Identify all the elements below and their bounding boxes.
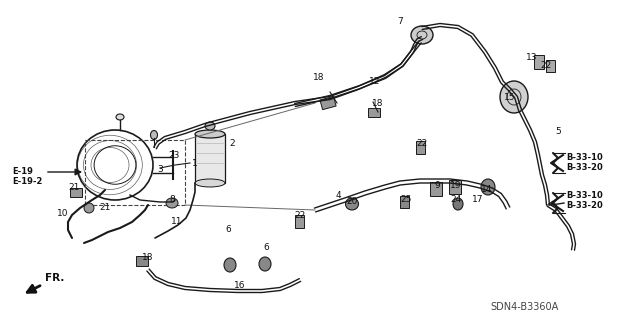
Bar [430,182,442,196]
Text: 10: 10 [57,209,68,218]
Text: 18: 18 [372,99,384,108]
Text: 12: 12 [369,78,381,86]
Ellipse shape [500,81,528,113]
Text: 14: 14 [481,184,493,194]
Text: 23: 23 [168,151,180,160]
Text: 21: 21 [68,183,80,192]
Text: 19: 19 [451,181,461,189]
Bar [195,134,225,183]
Text: 2: 2 [229,138,235,147]
Bar [295,215,304,228]
Text: 4: 4 [335,191,341,201]
Bar [136,256,148,266]
Text: 3: 3 [157,166,163,174]
Text: 22: 22 [294,211,306,220]
Bar [534,55,544,69]
Ellipse shape [453,198,463,210]
Text: 15: 15 [504,93,516,102]
Text: 6: 6 [263,243,269,253]
Text: B-33-10: B-33-10 [566,153,603,162]
Text: 9: 9 [434,182,440,190]
Bar [70,188,82,197]
Ellipse shape [195,130,225,138]
Text: 16: 16 [234,280,246,290]
Ellipse shape [195,179,225,187]
Bar [400,196,409,208]
Text: 18: 18 [142,254,154,263]
Ellipse shape [346,198,358,210]
Text: 25: 25 [400,195,412,204]
Bar [416,141,425,154]
Text: 5: 5 [555,127,561,136]
Text: B-33-20: B-33-20 [566,202,603,211]
Text: FR.: FR. [28,273,65,292]
Bar [449,180,461,194]
Text: 13: 13 [526,53,538,62]
Ellipse shape [411,26,433,44]
Text: E-19-2: E-19-2 [12,177,42,187]
Text: 8: 8 [169,196,175,204]
Ellipse shape [259,257,271,271]
Bar [368,108,380,117]
Ellipse shape [481,179,495,195]
Text: 11: 11 [172,218,183,226]
Bar [546,60,555,72]
Text: B-33-10: B-33-10 [566,191,603,201]
Text: 24: 24 [451,196,461,204]
Text: 17: 17 [472,195,484,204]
Text: 21: 21 [99,204,111,212]
Ellipse shape [150,130,157,139]
Text: B-33-20: B-33-20 [566,164,603,173]
Bar [320,96,336,110]
Ellipse shape [205,122,215,130]
Ellipse shape [116,114,124,120]
Text: 22: 22 [417,138,428,147]
Ellipse shape [84,203,94,213]
Ellipse shape [166,198,178,208]
Ellipse shape [224,258,236,272]
Text: 7: 7 [397,18,403,26]
Text: 18: 18 [313,73,324,83]
Text: E-19: E-19 [12,167,33,176]
Bar [85,140,185,205]
Text: 20: 20 [346,197,358,206]
Text: 6: 6 [225,226,231,234]
Text: 22: 22 [540,61,552,70]
Text: 1: 1 [192,159,198,167]
Text: SDN4-B3360A: SDN4-B3360A [490,302,558,312]
